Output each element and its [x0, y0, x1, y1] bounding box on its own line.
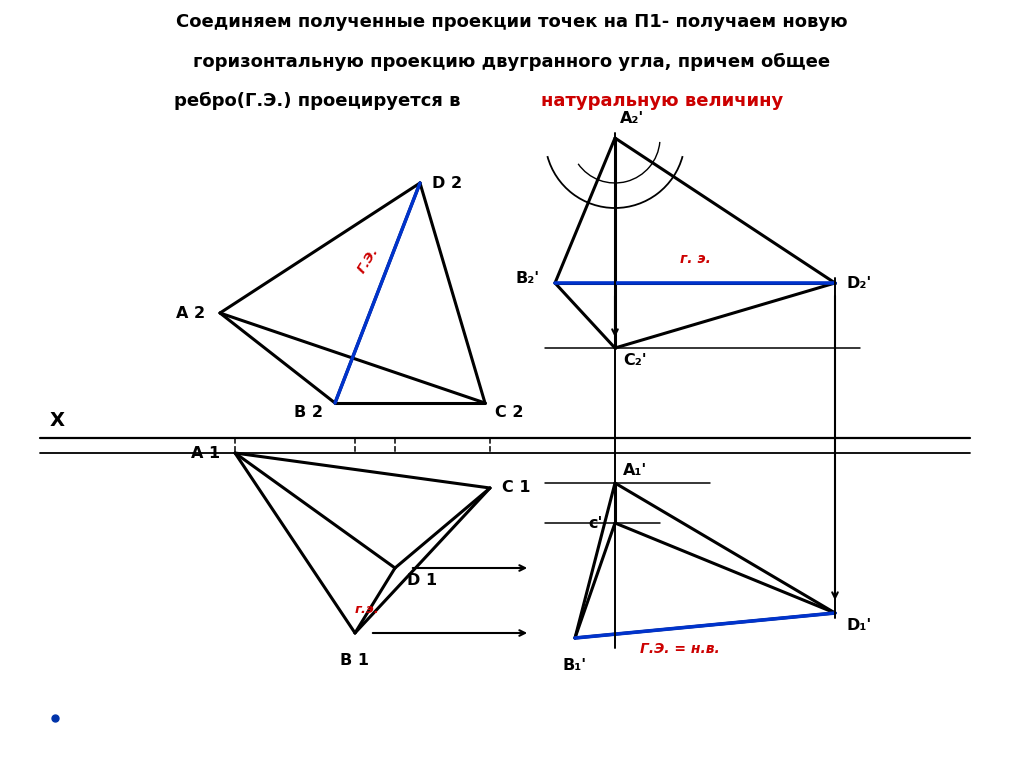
Text: B 1: B 1 — [341, 653, 370, 668]
Text: B 2: B 2 — [294, 405, 323, 420]
Text: c': c' — [589, 515, 603, 531]
Text: D₂': D₂' — [847, 276, 872, 290]
Text: D 1: D 1 — [407, 573, 437, 588]
Text: горизонтальную проекцию двугранного угла, причем общее: горизонтальную проекцию двугранного угла… — [194, 53, 830, 71]
Text: A 2: A 2 — [176, 306, 205, 320]
Text: г. э.: г. э. — [680, 252, 711, 266]
Text: г.э.: г.э. — [355, 603, 380, 616]
Text: B₁': B₁' — [563, 658, 587, 673]
Text: C 2: C 2 — [495, 405, 523, 420]
Text: A₁': A₁' — [623, 463, 647, 478]
Text: X: X — [50, 411, 65, 430]
Text: C₂': C₂' — [623, 353, 646, 368]
Text: Соединяем полученные проекции точек на П1- получаем новую: Соединяем полученные проекции точек на П… — [176, 13, 848, 31]
Text: Г.Э.: Г.Э. — [355, 245, 381, 276]
Text: C 1: C 1 — [502, 481, 530, 495]
Text: Г.Э. = н.в.: Г.Э. = н.в. — [640, 642, 720, 656]
Text: натуральную величину: натуральную величину — [541, 92, 783, 110]
Text: A 1: A 1 — [190, 445, 220, 461]
Text: D 2: D 2 — [432, 176, 462, 190]
Text: B₂': B₂' — [516, 270, 540, 286]
Text: ребро(Г.Э.) проецируется в: ребро(Г.Э.) проецируется в — [174, 92, 466, 110]
Text: A₂': A₂' — [620, 111, 644, 126]
Text: D₁': D₁' — [847, 618, 872, 633]
